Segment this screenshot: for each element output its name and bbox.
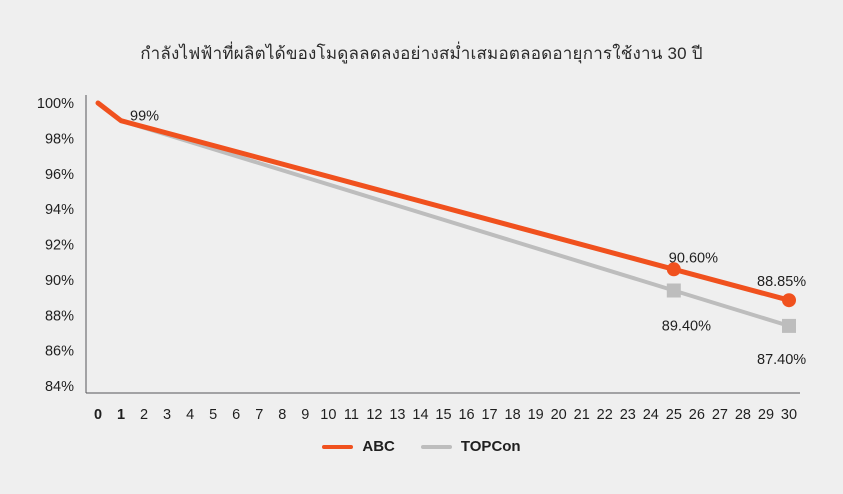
x-tick-label: 14: [412, 407, 428, 423]
data-label: 88.85%: [757, 274, 806, 290]
y-tick-label: 100%: [37, 96, 74, 112]
legend-item-abc: ABC: [322, 438, 395, 455]
y-tick-label: 92%: [45, 238, 74, 254]
x-tick-label: 26: [689, 407, 705, 423]
data-label: 89.40%: [662, 319, 711, 335]
marker-square-topcon: [782, 318, 796, 333]
x-tick-label: 4: [186, 407, 194, 423]
chart-title: กำลังไฟฟ้าที่ผลิตได้ของโมดูลลดลงอย่างสม่…: [140, 44, 703, 63]
x-tick-label: 16: [458, 407, 474, 423]
x-tick-label: 23: [620, 407, 636, 423]
x-tick-label: 11: [344, 407, 359, 423]
x-tick-label: 21: [574, 407, 590, 423]
x-tick-label: 15: [435, 407, 451, 423]
x-tick-label: 5: [209, 407, 217, 423]
x-tick-label: 12: [366, 407, 382, 423]
y-tick-label: 96%: [45, 167, 74, 183]
x-tick-label: 24: [643, 407, 659, 423]
x-tick-label: 20: [551, 407, 567, 423]
marker-square-topcon: [666, 283, 681, 298]
x-tick-label: 30: [781, 407, 797, 423]
x-tick-label: 2: [140, 407, 148, 423]
x-tick-label: 22: [597, 407, 613, 423]
legend-swatch-abc: [322, 444, 354, 449]
y-tick-label: 90%: [45, 273, 74, 289]
y-tick-label: 84%: [45, 379, 74, 395]
x-tick-label: 29: [758, 407, 774, 423]
x-tick-label: 28: [735, 407, 751, 423]
x-tick-label: 9: [301, 407, 309, 423]
x-tick-label: 0: [94, 407, 102, 423]
y-tick-label: 88%: [45, 308, 74, 324]
legend: ABC TOPCon: [0, 438, 843, 455]
x-tick-label: 17: [481, 407, 497, 423]
data-label: 90.60%: [669, 250, 718, 266]
marker-circle-abc: [666, 262, 681, 277]
marker-circle-abc: [782, 293, 796, 308]
series-line-topcon: [96, 101, 791, 328]
series-line-abc: [95, 100, 792, 303]
x-tick-label: 7: [255, 407, 263, 423]
data-label: 99%: [130, 109, 159, 125]
x-tick-label: 25: [666, 407, 682, 423]
x-tick-label: 18: [505, 407, 521, 423]
legend-swatch-topcon: [420, 444, 452, 449]
legend-label-abc: ABC: [362, 438, 395, 455]
x-tick-label: 19: [528, 407, 544, 423]
y-tick-label: 94%: [45, 202, 74, 218]
data-label: 87.40%: [757, 352, 806, 368]
legend-item-topcon: TOPCon: [420, 438, 521, 455]
y-tick-label: 86%: [45, 344, 74, 360]
x-tick-label: 27: [712, 407, 728, 423]
x-tick-label: 10: [320, 407, 336, 423]
legend-label-topcon: TOPCon: [460, 438, 521, 455]
x-tick-label: 13: [389, 407, 405, 423]
x-tick-label: 1: [117, 407, 125, 423]
x-tick-label: 8: [278, 407, 286, 423]
y-tick-label: 98%: [45, 131, 74, 147]
x-tick-label: 3: [163, 407, 171, 423]
x-tick-label: 6: [232, 407, 240, 423]
